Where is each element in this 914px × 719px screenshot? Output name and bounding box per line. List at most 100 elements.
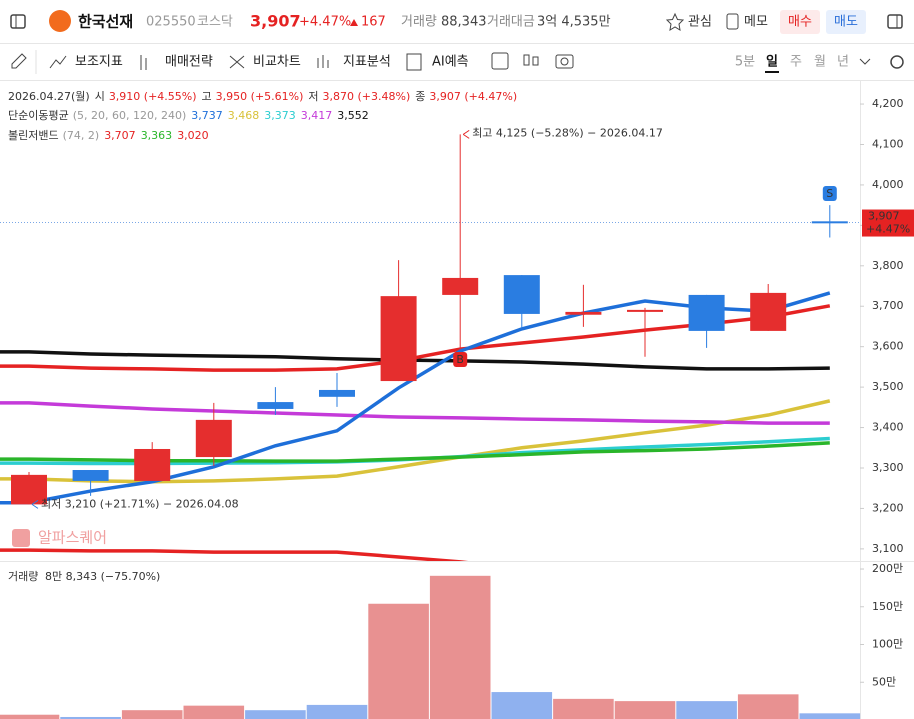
sell-button[interactable]: 매도 xyxy=(834,15,858,30)
legend-item: 종 xyxy=(415,90,425,103)
y-tick-label: 3,500 xyxy=(872,380,904,393)
moving-average-line xyxy=(0,401,830,425)
period-tab[interactable]: 주 xyxy=(790,55,802,70)
period-tab[interactable]: 월 xyxy=(814,55,826,70)
tool-button[interactable]: 매매전략 xyxy=(165,55,213,70)
candle-body xyxy=(319,389,355,397)
candle-body xyxy=(750,292,787,331)
change-pct: +4.47% xyxy=(299,15,351,30)
moving-average-line xyxy=(0,291,831,505)
candle-body xyxy=(72,470,109,481)
stock-name: 한국선재 xyxy=(78,13,133,31)
legend-item: 3,373 xyxy=(264,109,296,122)
panel-icon[interactable] xyxy=(887,14,903,29)
high-note: 최고 4,125 (−5.28%) − 2026.04.17 xyxy=(472,126,663,139)
price: 3,907 xyxy=(250,12,301,31)
logo xyxy=(49,10,71,32)
volume-bar xyxy=(614,701,676,719)
volume-bar xyxy=(368,603,429,719)
volume-bar xyxy=(60,716,121,719)
sidebar-icon[interactable] xyxy=(10,14,26,29)
legend-item: 3,363 xyxy=(141,129,173,142)
dropdown-icon[interactable] xyxy=(859,58,871,65)
camera-icon[interactable] xyxy=(555,54,574,69)
candle-body xyxy=(257,402,294,409)
moving-average-line xyxy=(0,548,469,561)
memo-button[interactable]: 메모 xyxy=(744,15,768,30)
amount: 3억 4,535만 xyxy=(537,15,611,30)
buy-marker-bg xyxy=(453,352,468,367)
volume-title: 거래량 xyxy=(8,570,38,583)
y-tick-label: 3,100 xyxy=(872,542,904,555)
candle-body xyxy=(195,419,232,458)
legend-item: 단순이동평균 xyxy=(8,109,69,122)
memo-icon xyxy=(726,13,739,30)
volume-tick-label: 100만 xyxy=(872,638,903,651)
y-tick-label: 3,700 xyxy=(872,299,904,312)
y-tick-label: 4,100 xyxy=(872,137,904,150)
volume-value: 8만 8,343 (−75.70%) xyxy=(45,570,160,583)
volume-bar xyxy=(183,705,245,719)
y-tick-label: 3,300 xyxy=(872,461,904,474)
info-legend: 2026.04.27(월) 시 3,910 (+4.55%) 고 3,950 (+5.6… xyxy=(8,90,517,142)
candle-body xyxy=(11,474,47,505)
y-tick-label: 4,200 xyxy=(872,97,904,110)
square-icon[interactable] xyxy=(491,52,509,70)
volume-tick-label: 50만 xyxy=(872,675,896,688)
buy-button[interactable]: 매수 xyxy=(788,15,812,30)
star-icon xyxy=(665,12,685,31)
tool-button[interactable]: 보조지표 xyxy=(75,55,123,70)
tool-button[interactable]: 비교차트 xyxy=(253,55,301,70)
volume-bar xyxy=(0,714,60,719)
low-note-arrow xyxy=(31,499,39,509)
candle-body xyxy=(688,294,725,331)
moving-average-line xyxy=(0,441,830,463)
legend-row: 2026.04.27(월) 시 3,910 (+4.55%) 고 3,950 (+5.6… xyxy=(8,90,517,103)
buy-button-bg[interactable] xyxy=(780,10,820,34)
volume-label: 거래량 xyxy=(401,15,437,30)
candle-body xyxy=(811,221,848,224)
y-tick-label: 4,000 xyxy=(872,178,904,191)
tool-button[interactable]: 지표분석 xyxy=(343,55,391,70)
sell-button-bg[interactable] xyxy=(826,10,866,34)
legend-item: 3,910 (+4.55%) xyxy=(109,90,197,103)
candle-icon[interactable] xyxy=(523,54,530,66)
draw-icon[interactable] xyxy=(11,53,27,69)
legend-item: 저 xyxy=(308,90,318,103)
y-tick-label: 3,200 xyxy=(872,501,904,514)
tool-icon xyxy=(229,55,245,69)
sell-marker-bg xyxy=(822,186,837,201)
legend-item: 3,468 xyxy=(228,109,260,122)
up-arrow xyxy=(350,19,358,26)
price-plot: 최고 4,125 (−5.28%) − 2026.04.17 최저 3,210 (… xyxy=(0,126,860,561)
price-tag-pct: +4.47% xyxy=(866,223,910,236)
legend-row: 단순이동평균 (5, 20, 60, 120, 240) 3,737 3,468 3,3… xyxy=(8,109,369,122)
settings-icon[interactable] xyxy=(890,55,904,69)
volume-bar xyxy=(429,575,491,719)
candle-body xyxy=(627,309,663,312)
watch-button[interactable]: 관심 xyxy=(688,15,712,30)
legend-item: 3,417 xyxy=(301,109,333,122)
low-note: 최저 3,210 (+21.71%) − 2026.04.08 xyxy=(41,497,239,510)
camera-lens xyxy=(560,57,569,66)
period-tab[interactable]: 일 xyxy=(766,55,778,70)
tool-icon xyxy=(49,55,67,69)
period-tab[interactable]: 년 xyxy=(837,55,849,70)
buy-marker: B xyxy=(456,353,464,366)
legend-item: 3,907 (+4.47%) xyxy=(429,90,517,103)
y-tick-label: 3,800 xyxy=(872,259,904,272)
period-tab[interactable]: 5분 xyxy=(735,55,755,70)
tool-button[interactable]: AI예측 xyxy=(432,55,469,70)
legend-item: 3,737 xyxy=(191,109,223,122)
legend-item: 3,707 xyxy=(104,129,136,142)
legend-item: (74, 2) xyxy=(63,129,100,142)
legend-item: 시 xyxy=(95,90,105,103)
legend-item: 3,020 xyxy=(177,129,209,142)
volume-bar xyxy=(799,713,861,719)
volume-bar xyxy=(737,694,799,719)
legend-row: 볼린저밴드 (74, 2) 3,707 3,363 3,020 xyxy=(8,129,209,142)
volume-tick-label: 150만 xyxy=(872,600,903,613)
market: 코스닥 xyxy=(197,15,233,30)
candle-body xyxy=(442,277,479,295)
volume-bar xyxy=(121,710,183,719)
